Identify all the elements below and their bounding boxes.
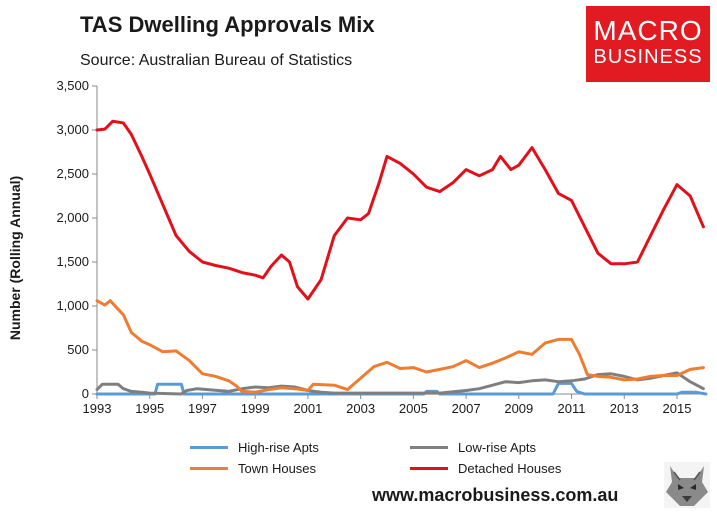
y-axis-label: Number (Rolling Annual) xyxy=(7,176,23,340)
y-tick-label: 0 xyxy=(82,386,89,401)
x-tick-label: 2003 xyxy=(346,401,375,416)
y-tick-label: 3,500 xyxy=(56,78,89,93)
series-line-town-houses xyxy=(95,299,705,394)
legend-item-high-rise: High-rise Apts xyxy=(190,440,319,455)
legend-label-high-rise: High-rise Apts xyxy=(238,440,319,455)
x-tick-label: 1999 xyxy=(241,401,270,416)
website-url[interactable]: www.macrobusiness.com.au xyxy=(372,485,619,505)
legend-swatch-detached xyxy=(410,467,448,470)
macrobusiness-logo[interactable]: MACRO BUSINESS xyxy=(586,6,710,82)
wolf-logo-icon xyxy=(664,462,710,508)
series-line-detached-houses xyxy=(95,119,705,301)
y-tick-label: 3,000 xyxy=(56,122,89,137)
chart-subtitle: Source: Australian Bureau of Statistics xyxy=(80,52,353,69)
legend-swatch-town-houses xyxy=(190,467,228,470)
y-tick-label: 1,500 xyxy=(56,254,89,269)
legend-item-low-rise: Low-rise Apts xyxy=(410,440,536,455)
x-tick-label: 2015 xyxy=(663,401,692,416)
legend-item-detached: Detached Houses xyxy=(410,461,561,476)
y-tick-label: 2,500 xyxy=(56,166,89,181)
y-tick-label: 2,000 xyxy=(56,210,89,225)
x-tick-label: 1997 xyxy=(188,401,217,416)
x-tick-label: 2013 xyxy=(610,401,639,416)
x-tick-label: 1995 xyxy=(135,401,164,416)
legend-label-town-houses: Town Houses xyxy=(238,461,317,476)
x-tick-label: 2007 xyxy=(452,401,481,416)
legend-label-low-rise: Low-rise Apts xyxy=(458,440,537,455)
x-tick-label: 2009 xyxy=(504,401,533,416)
y-tick-label: 500 xyxy=(67,342,89,357)
logo-line-2: BUSINESS xyxy=(593,46,703,68)
legend-item-town-houses: Town Houses xyxy=(190,461,316,476)
chart-title: TAS Dwelling Approvals Mix xyxy=(80,12,375,37)
x-tick-label: 2011 xyxy=(558,401,586,416)
legend-swatch-low-rise xyxy=(410,446,448,449)
y-tick-label: 1,000 xyxy=(56,298,89,313)
x-tick-label: 2001 xyxy=(293,401,322,416)
legend-label-detached: Detached Houses xyxy=(458,461,562,476)
series-line-low-rise-apts xyxy=(95,371,705,396)
legend-swatch-high-rise xyxy=(190,446,228,449)
chart-series-layer xyxy=(95,119,708,396)
x-tick-label: 1993 xyxy=(83,401,112,416)
logo-line-1: MACRO xyxy=(593,15,703,46)
x-tick-label: 2005 xyxy=(399,401,428,416)
series-line-high-rise-apts xyxy=(95,381,708,396)
